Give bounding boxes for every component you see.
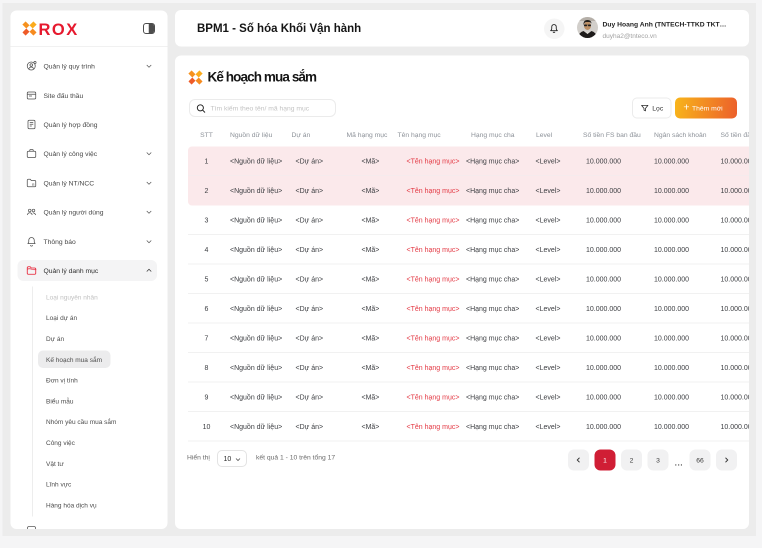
svg-text:R: R [32, 183, 35, 187]
